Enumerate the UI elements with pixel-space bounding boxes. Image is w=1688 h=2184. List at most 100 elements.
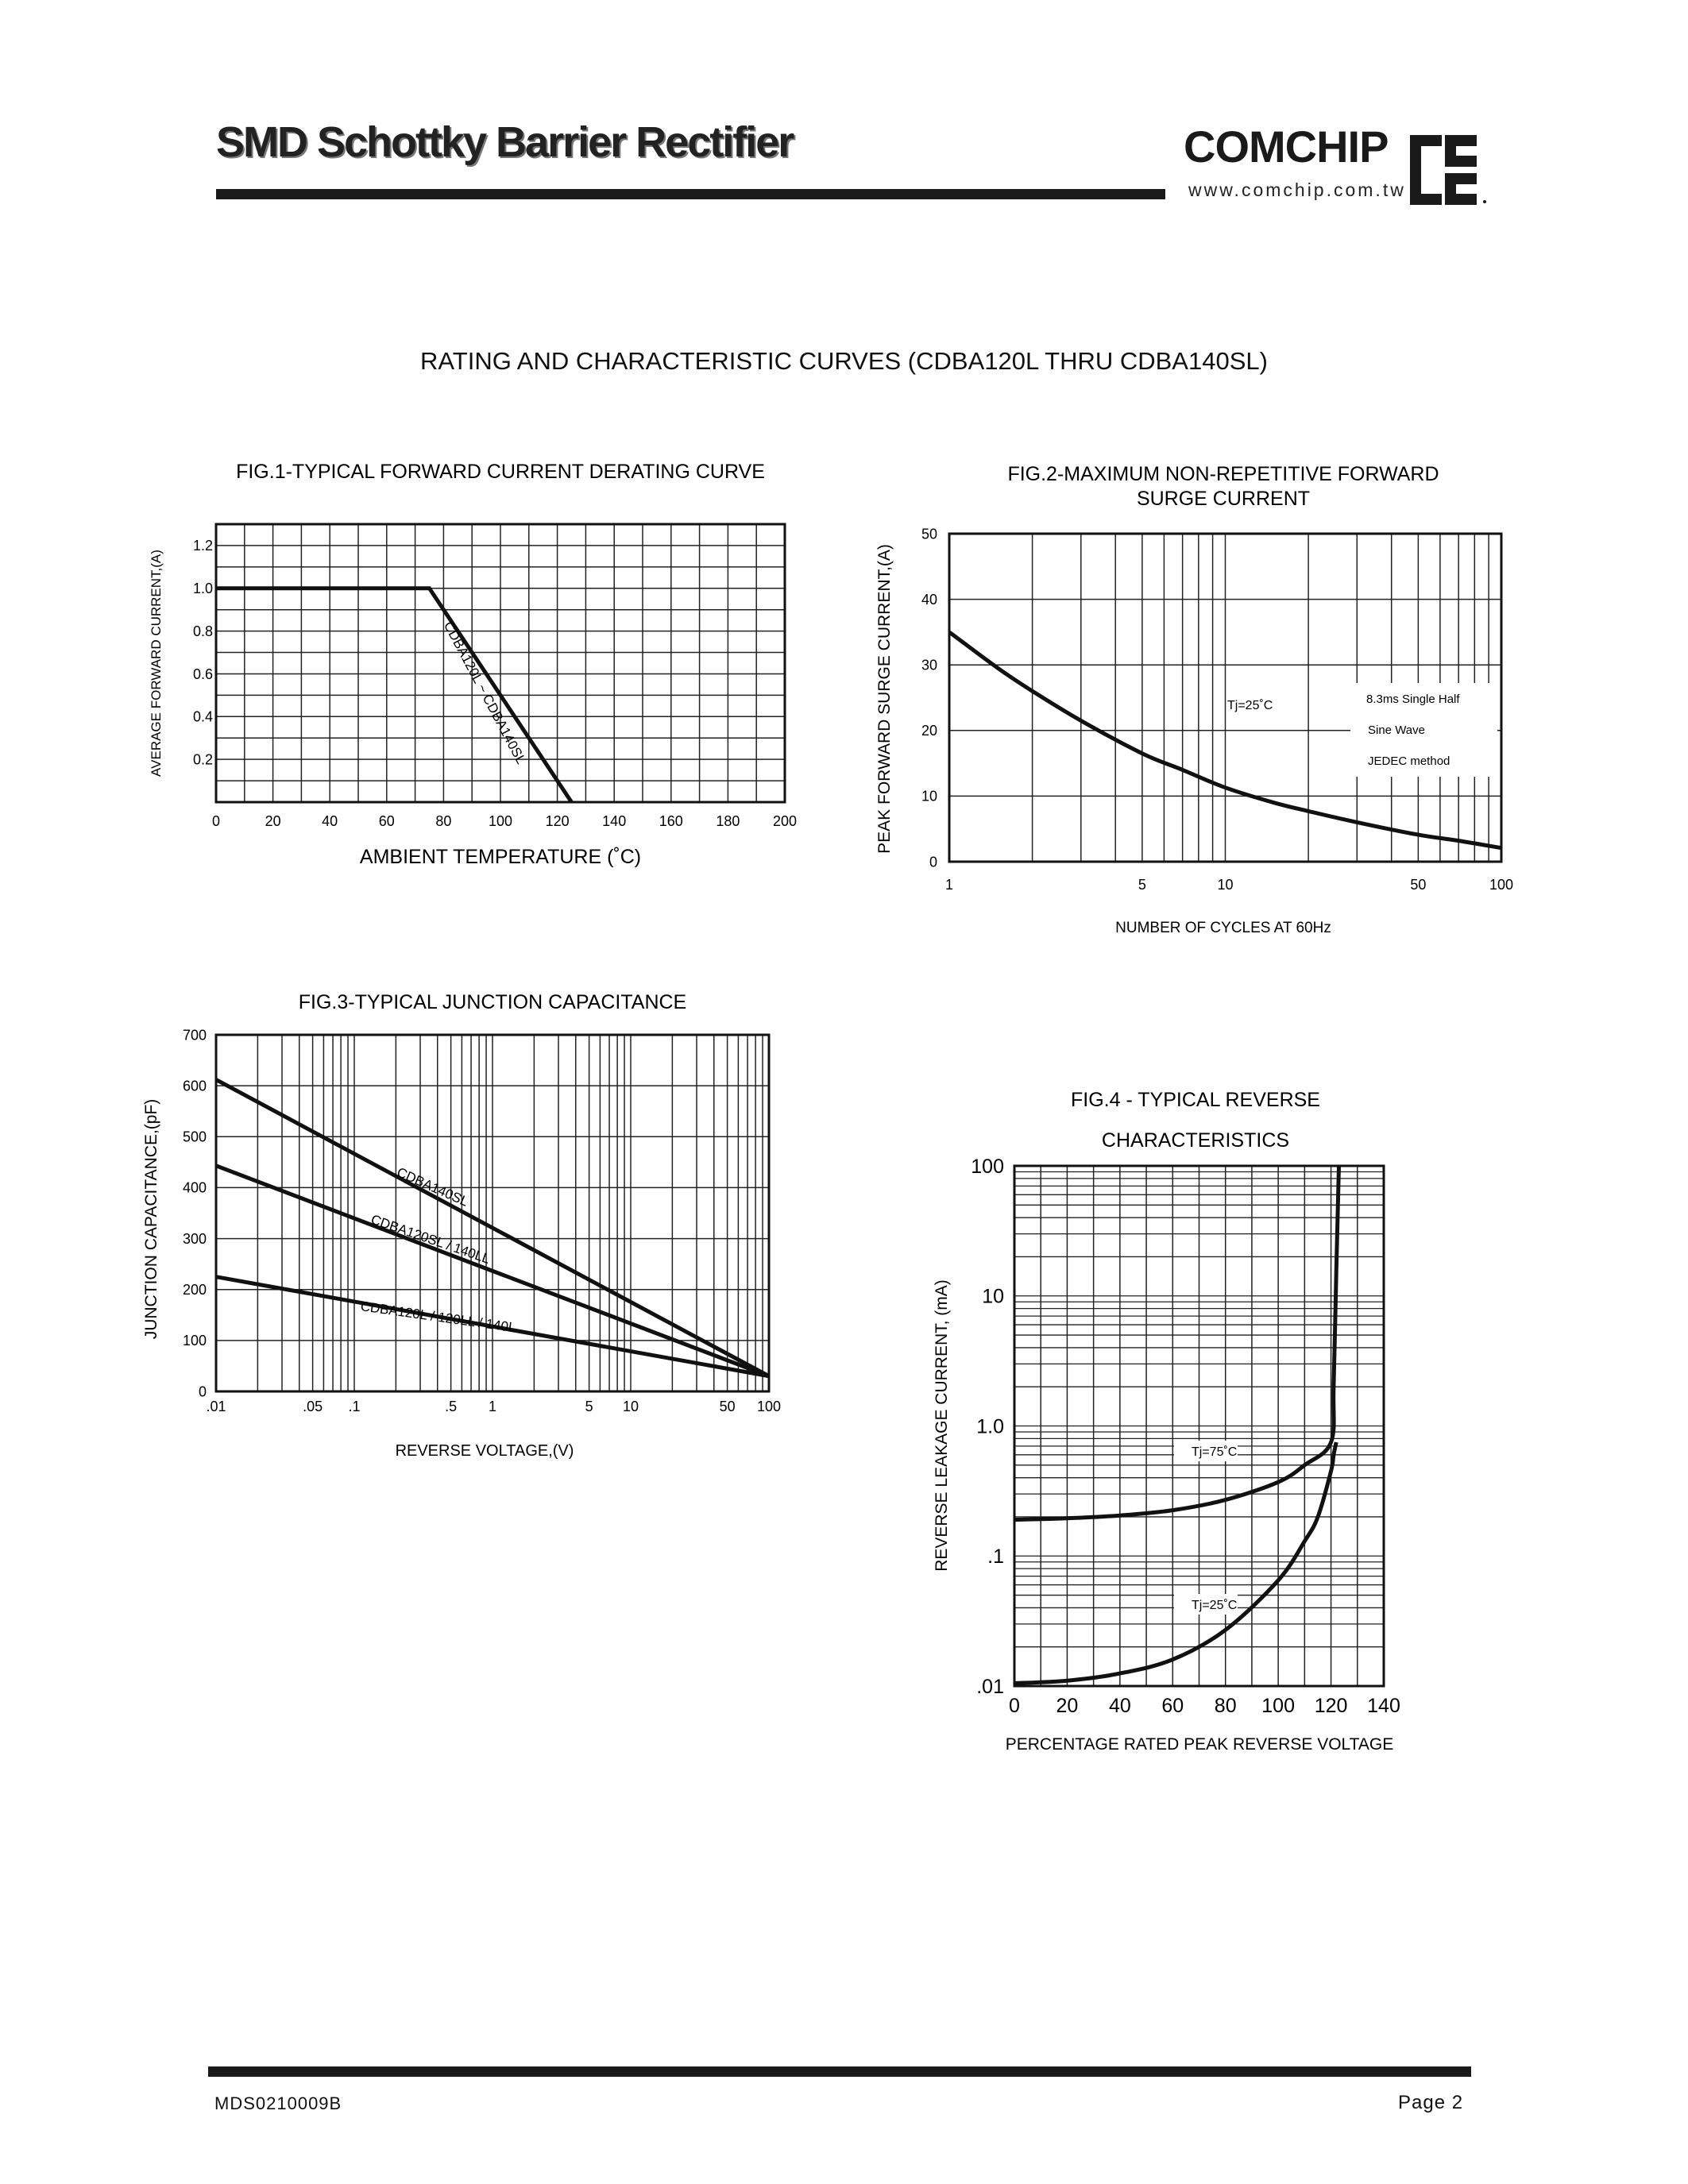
fig4-xtick-label-5: 100 <box>1261 1695 1295 1717</box>
fig2-title-line1: FIG.2-MAXIMUM NON-REPETITIVE FORWARD <box>1007 463 1439 485</box>
fig3-xtick-label-0: .01 <box>206 1399 226 1414</box>
fig4-ylabel: REVERSE LEAKAGE CURRENT, (mA) <box>933 1279 951 1572</box>
fig4-xtick-label-1: 20 <box>1056 1695 1079 1717</box>
fig1-xlabel: AMBIENT TEMPERATURE (˚C) <box>360 846 641 868</box>
fig1-ytick-label-4: 1.0 <box>193 581 213 596</box>
fig4-xtick-label-2: 40 <box>1109 1695 1131 1717</box>
fig4-ytick-label-0: .01 <box>976 1676 1004 1698</box>
fig1-plot-frame <box>214 523 786 804</box>
brand-name: COMCHIP <box>1184 122 1389 172</box>
fig1-ytick-label-0: 0.2 <box>193 751 213 767</box>
fig4-title-line2: CHARACTERISTICS <box>1102 1129 1289 1152</box>
fig4-xtick-label-0: 0 <box>1009 1695 1020 1717</box>
fig4-title-line1: FIG.4 - TYPICAL REVERSE <box>1071 1089 1320 1111</box>
fig3-ytick-label-5: 500 <box>183 1129 207 1145</box>
fig3-ytick-label-0: 0 <box>199 1383 207 1399</box>
fig4-xlabel: PERCENTAGE RATED PEAK REVERSE VOLTAGE <box>1006 1735 1394 1754</box>
fig2-ytick-label-3: 30 <box>921 658 937 673</box>
title-rule <box>216 189 1165 199</box>
fig4-series-line-0 <box>1014 1165 1341 1522</box>
fig1-ytick-label-2: 0.6 <box>193 666 213 682</box>
fig2-annotation-tj: Tj=25˚C <box>1227 699 1273 712</box>
fig4-series-label-0: Tj=75˚C <box>1192 1445 1237 1459</box>
fig1-title: FIG.1-TYPICAL FORWARD CURRENT DERATING C… <box>236 461 765 483</box>
fig3-ytick-label-2: 200 <box>183 1282 207 1298</box>
fig4-label-box-1 <box>1174 1594 1238 1615</box>
fig2-ytick-label-4: 40 <box>921 592 937 608</box>
fig2-ytick-label-1: 10 <box>921 789 937 805</box>
fig3-plot-frame <box>214 1033 771 1393</box>
fig1-xtick-label-6: 120 <box>546 813 570 829</box>
fig4-ytick-label-1: .1 <box>987 1545 1004 1568</box>
fig3-series-label-2: CDBA120L / 120LL / 140L <box>360 1298 517 1335</box>
fig1-xtick-label-4: 80 <box>435 813 451 829</box>
fig2-ytick-label-5: 50 <box>921 526 937 542</box>
fig2-xtick-label-1: 5 <box>1138 877 1146 893</box>
fig1-xtick-label-7: 140 <box>602 813 626 829</box>
fig4-ytick-label-2: 1.0 <box>976 1415 1004 1437</box>
fig4-plot-frame <box>1013 1164 1385 1688</box>
fig2-title-line2: SURGE CURRENT <box>1137 488 1310 510</box>
fig1-xtick-label-10: 200 <box>773 813 797 829</box>
fig2-annotation-2: Sine Wave <box>1368 723 1425 737</box>
fig3-xtick-label-2: .1 <box>348 1399 360 1414</box>
fig2-annotation-box <box>1350 683 1497 777</box>
fig3-xtick-label-5: 5 <box>585 1399 593 1414</box>
fig1-xtick-label-9: 180 <box>716 813 740 829</box>
fig1-series-label: CDBA120L ~ CDBA140SL <box>441 619 529 766</box>
fig1-xtick-label-1: 20 <box>265 813 281 829</box>
fig3-title: FIG.3-TYPICAL JUNCTION CAPACITANCE <box>299 991 686 1013</box>
fig2-xtick-label-3: 50 <box>1410 877 1426 893</box>
fig2-plot-frame <box>948 532 1503 863</box>
fig3-xtick-label-1: .05 <box>303 1399 323 1414</box>
fig4-series-line-1 <box>1014 1441 1338 1685</box>
fig4-ytick-label-4: 100 <box>971 1156 1004 1178</box>
fig1-xtick-label-2: 40 <box>322 813 338 829</box>
fig3-ytick-label-3: 300 <box>183 1231 207 1247</box>
fig3-ytick-label-7: 700 <box>183 1027 207 1043</box>
brand-url: www.comchip.com.tw <box>1188 179 1406 200</box>
fig1-xtick-label-8: 160 <box>659 813 683 829</box>
fig3-series-line-2 <box>215 1275 770 1379</box>
fig3-series-line-0 <box>214 1078 771 1378</box>
fig2-ytick-label-0: 0 <box>929 854 937 870</box>
fig4-label-box-0 <box>1174 1441 1238 1461</box>
fig4-xtick-label-3: 60 <box>1161 1695 1184 1717</box>
fig3-series-line-1 <box>215 1163 770 1379</box>
fig2-ytick-label-2: 20 <box>921 723 937 739</box>
fig2-xlabel: NUMBER OF CYCLES AT 60Hz <box>1115 920 1331 936</box>
fig2-ylabel: PEAK FORWARD SURGE CURRENT,(A) <box>875 544 894 854</box>
fig2-annotation-1: 8.3ms Single Half <box>1366 693 1460 706</box>
fig3-ylabel: JUNCTION CAPACITANCE,(pF) <box>142 1099 160 1340</box>
fig4-series-label-1: Tj=25˚C <box>1192 1599 1237 1612</box>
fig3-xtick-label-4: 1 <box>489 1399 496 1414</box>
fig3-series-label-0: CDBA140SL <box>395 1164 471 1210</box>
fig3-series-label-1: CDBA120SL / 140LL <box>369 1212 492 1267</box>
fig3-ytick-label-4: 400 <box>183 1180 207 1196</box>
footer-rule <box>208 2066 1471 2077</box>
section-title: RATING AND CHARACTERISTIC CURVES (CDBA12… <box>420 347 1268 375</box>
fig1-ytick-label-3: 0.8 <box>193 623 213 639</box>
fig2-xtick-label-0: 1 <box>945 877 953 893</box>
fig3-xtick-label-3: .5 <box>445 1399 457 1414</box>
fig1-series-line <box>216 586 574 804</box>
fig4-xtick-label-4: 80 <box>1215 1695 1237 1717</box>
fig2-xtick-label-4: 100 <box>1489 877 1513 893</box>
fig1-ylabel: AVERAGE FORWARD CURRENT,(A) <box>149 550 164 777</box>
fig1-xtick-label-0: 0 <box>212 813 220 829</box>
fig3-xlabel: REVERSE VOLTAGE,(V) <box>396 1442 574 1460</box>
footer-doc-code: MDS0210009B <box>214 2093 342 2113</box>
fig3-xtick-label-8: 100 <box>757 1399 781 1414</box>
fig1-xtick-label-3: 60 <box>379 813 395 829</box>
fig3-xtick-label-6: 10 <box>623 1399 639 1414</box>
fig3-ytick-label-6: 600 <box>183 1078 207 1094</box>
fig2-series-line <box>948 630 1502 851</box>
fig1-xtick-label-5: 100 <box>489 813 512 829</box>
fig1-ytick-label-1: 0.4 <box>193 709 213 725</box>
brand-logo-icon <box>1410 135 1486 205</box>
fig2-annotation-3: JEDEC method <box>1368 754 1450 768</box>
fig3-ytick-label-1: 100 <box>183 1333 207 1349</box>
